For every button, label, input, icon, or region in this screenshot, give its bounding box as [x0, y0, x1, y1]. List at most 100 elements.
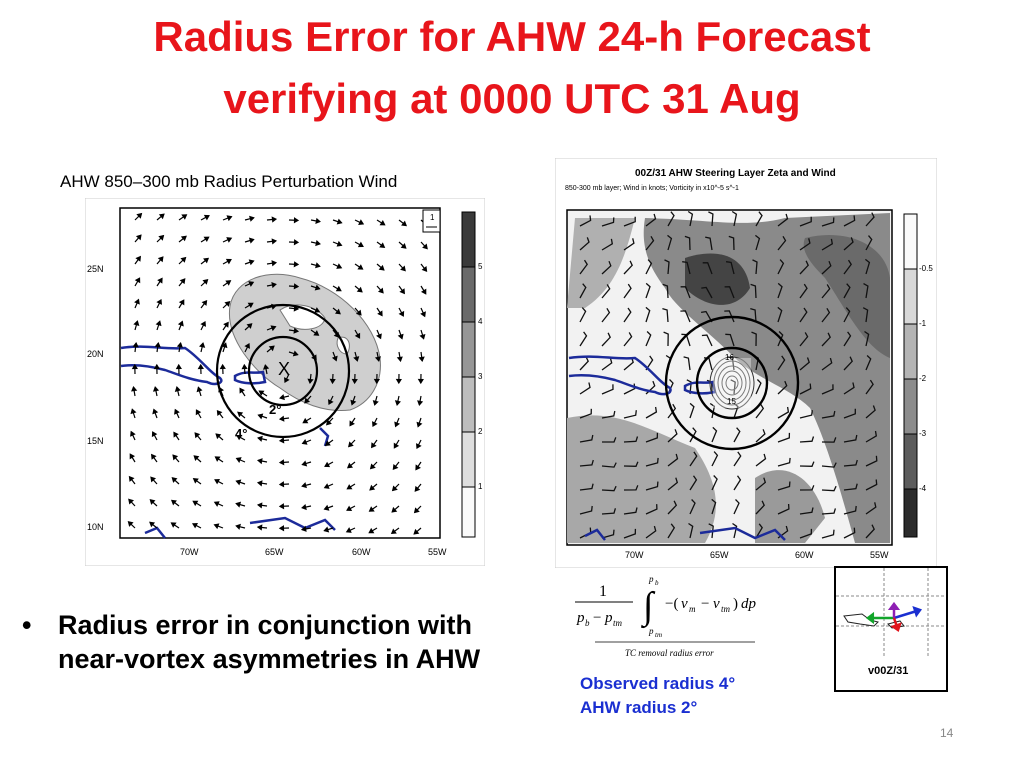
wind-barb — [777, 406, 790, 419]
wind-barb — [843, 408, 856, 419]
svg-text:1: 1 — [599, 583, 607, 600]
wind-vector-head — [422, 243, 428, 250]
right-colorbar-label-1: -0.5 — [919, 264, 933, 273]
wind-barb — [601, 284, 611, 299]
wind-vector-head — [416, 443, 422, 450]
contour-label-16: 16 — [725, 353, 734, 362]
wind-vector-head — [237, 411, 244, 418]
wind-barb — [728, 235, 735, 251]
wind-vector-head — [417, 400, 424, 407]
wind-vector-head — [136, 212, 143, 219]
wind-barb — [843, 331, 852, 347]
wind-vector-head — [152, 408, 159, 415]
wind-vector-head — [256, 502, 263, 509]
wind-barb — [821, 462, 837, 468]
wind-barb — [680, 286, 691, 299]
wind-vector-head — [128, 498, 135, 505]
wind-barb — [687, 210, 694, 227]
wind-barb — [667, 234, 673, 251]
wind-barb — [843, 527, 856, 539]
bullet-symbol: • — [22, 610, 32, 640]
wind-vector-head — [315, 217, 321, 224]
svg-text:tm: tm — [613, 618, 623, 628]
wind-vector-head — [154, 341, 161, 348]
wind-barb — [689, 499, 696, 515]
wind-vector-head — [391, 485, 398, 492]
wind-barb — [601, 529, 615, 539]
wind-barb — [701, 286, 713, 299]
wind-vector-head — [324, 461, 331, 468]
wind-barb — [843, 382, 855, 395]
wind-vector-head — [418, 356, 425, 363]
wind-barb — [843, 215, 856, 227]
wind-vector-head — [131, 363, 138, 370]
svg-text:b: b — [655, 579, 659, 587]
wind-barb — [725, 333, 735, 347]
wind-barb — [579, 283, 587, 299]
wind-barb — [645, 432, 659, 443]
wind-barb — [664, 259, 670, 275]
steering-vector-inset: v00Z/31 — [834, 566, 948, 692]
wind-vector-head — [400, 242, 407, 249]
svg-text:tm: tm — [721, 604, 731, 614]
lon-label-65w: 65W — [265, 547, 284, 557]
svg-text:−: − — [701, 596, 709, 612]
wind-vector-head — [249, 215, 255, 222]
wind-barb — [645, 457, 659, 467]
wind-barb — [726, 261, 735, 275]
wind-vector-head — [244, 342, 250, 349]
observed-radius-label: Observed radius 4° — [580, 674, 736, 693]
wind-vector-head — [175, 363, 182, 370]
wind-vector-head — [256, 524, 263, 531]
wind-vector-head — [219, 363, 226, 370]
wind-vector-head — [134, 277, 141, 284]
wind-vector-head — [192, 478, 199, 484]
wind-barb — [686, 379, 692, 395]
wind-barb — [711, 475, 718, 491]
wind-vector-head — [180, 235, 187, 242]
inset-vector-head — [887, 601, 901, 611]
wind-vector-head — [336, 240, 343, 247]
svg-text:v: v — [681, 596, 688, 612]
wind-barb — [755, 523, 763, 539]
wind-vector-head — [176, 341, 183, 348]
wind-barb — [843, 259, 852, 275]
right-map-subtitle: 850-300 mb layer; Wind in knots; Vortici… — [565, 185, 739, 192]
wind-barb — [601, 485, 617, 492]
svg-text:−(: −( — [665, 596, 678, 612]
wind-vector-head — [214, 478, 221, 485]
radius-legend: Observed radius 4° AHW radius 2° — [580, 672, 735, 720]
wind-vector-head — [257, 435, 263, 442]
wind-barb — [689, 451, 698, 467]
ref-vector-label: 1 — [430, 213, 435, 222]
inset-vector-head — [912, 605, 923, 618]
wind-vector-head — [346, 462, 354, 469]
wind-vector-head — [127, 520, 134, 527]
wind-barb — [865, 355, 872, 371]
ahw-radius-label: AHW radius 2° — [580, 698, 698, 717]
wind-vector-head — [239, 387, 245, 394]
wind-vector-head — [170, 522, 177, 528]
wind-barb — [623, 461, 639, 467]
wind-vector-head — [420, 288, 427, 295]
wind-vector-head — [355, 309, 362, 316]
wind-barb — [799, 383, 812, 395]
wind-vector-head — [315, 262, 321, 269]
wind-barb — [821, 332, 831, 347]
wind-barb — [645, 355, 654, 371]
right-colorbar-label-4: -3 — [919, 429, 927, 438]
wind-barb — [865, 379, 874, 395]
wind-vector-head — [218, 386, 225, 393]
wind-vector-head — [223, 321, 229, 328]
wind-barb — [843, 459, 858, 467]
right-colorbar: -0.5 -1 -2 -3 -4 — [903, 213, 933, 538]
wind-barb — [663, 331, 669, 347]
wind-vector-head — [172, 454, 179, 461]
wind-vector-head — [376, 333, 382, 340]
wind-barb — [579, 356, 589, 371]
wind-vector-head — [271, 281, 277, 289]
wind-vector-head — [329, 378, 336, 385]
wind-vector-head — [353, 356, 360, 362]
wind-barb — [601, 508, 617, 515]
wind-barb — [799, 528, 813, 539]
